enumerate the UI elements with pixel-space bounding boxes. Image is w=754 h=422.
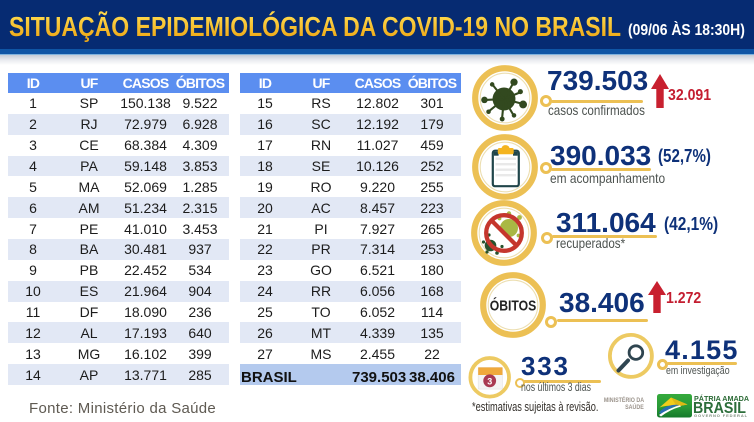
svg-text:ÓBITOS: ÓBITOS: [489, 296, 536, 314]
svg-text:3: 3: [487, 376, 492, 386]
